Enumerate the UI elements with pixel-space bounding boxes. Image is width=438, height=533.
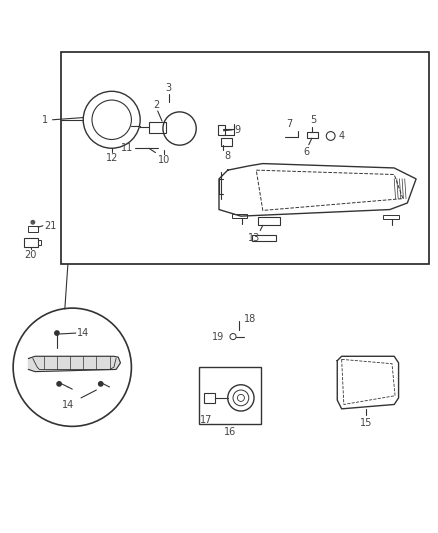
Bar — [204, 393, 215, 403]
Text: 5: 5 — [310, 115, 316, 125]
Text: 17: 17 — [200, 415, 212, 425]
Bar — [383, 215, 399, 219]
Circle shape — [99, 382, 103, 386]
Bar — [221, 138, 232, 146]
Text: 9: 9 — [234, 125, 240, 135]
Text: 15: 15 — [360, 418, 372, 427]
Bar — [24, 238, 38, 247]
Text: 8: 8 — [225, 151, 231, 161]
Circle shape — [55, 331, 59, 335]
Text: 2: 2 — [153, 100, 159, 110]
Text: 18: 18 — [244, 314, 257, 324]
Text: 10: 10 — [158, 155, 170, 165]
Polygon shape — [28, 356, 120, 372]
Bar — [28, 226, 38, 232]
Text: 6: 6 — [304, 147, 310, 157]
Text: 14: 14 — [62, 400, 74, 410]
Text: 21: 21 — [44, 221, 56, 231]
Circle shape — [31, 221, 35, 224]
Bar — [38, 240, 41, 245]
Bar — [252, 235, 276, 241]
Text: 3: 3 — [166, 84, 172, 93]
Bar — [307, 132, 318, 138]
Bar — [149, 122, 166, 133]
Text: 16: 16 — [224, 427, 236, 437]
Text: 7: 7 — [286, 119, 292, 129]
Bar — [61, 52, 429, 264]
Text: 4: 4 — [339, 131, 345, 141]
Text: 19: 19 — [212, 332, 225, 342]
Text: 12: 12 — [106, 152, 118, 163]
Circle shape — [57, 382, 61, 386]
Bar — [199, 367, 261, 424]
Text: 20: 20 — [25, 250, 37, 260]
Text: 14: 14 — [77, 328, 89, 338]
Text: 13: 13 — [248, 233, 260, 243]
Text: 11: 11 — [121, 143, 134, 154]
Bar — [232, 214, 247, 219]
Bar — [258, 217, 280, 225]
Text: 1: 1 — [42, 115, 48, 125]
Bar — [218, 125, 225, 135]
